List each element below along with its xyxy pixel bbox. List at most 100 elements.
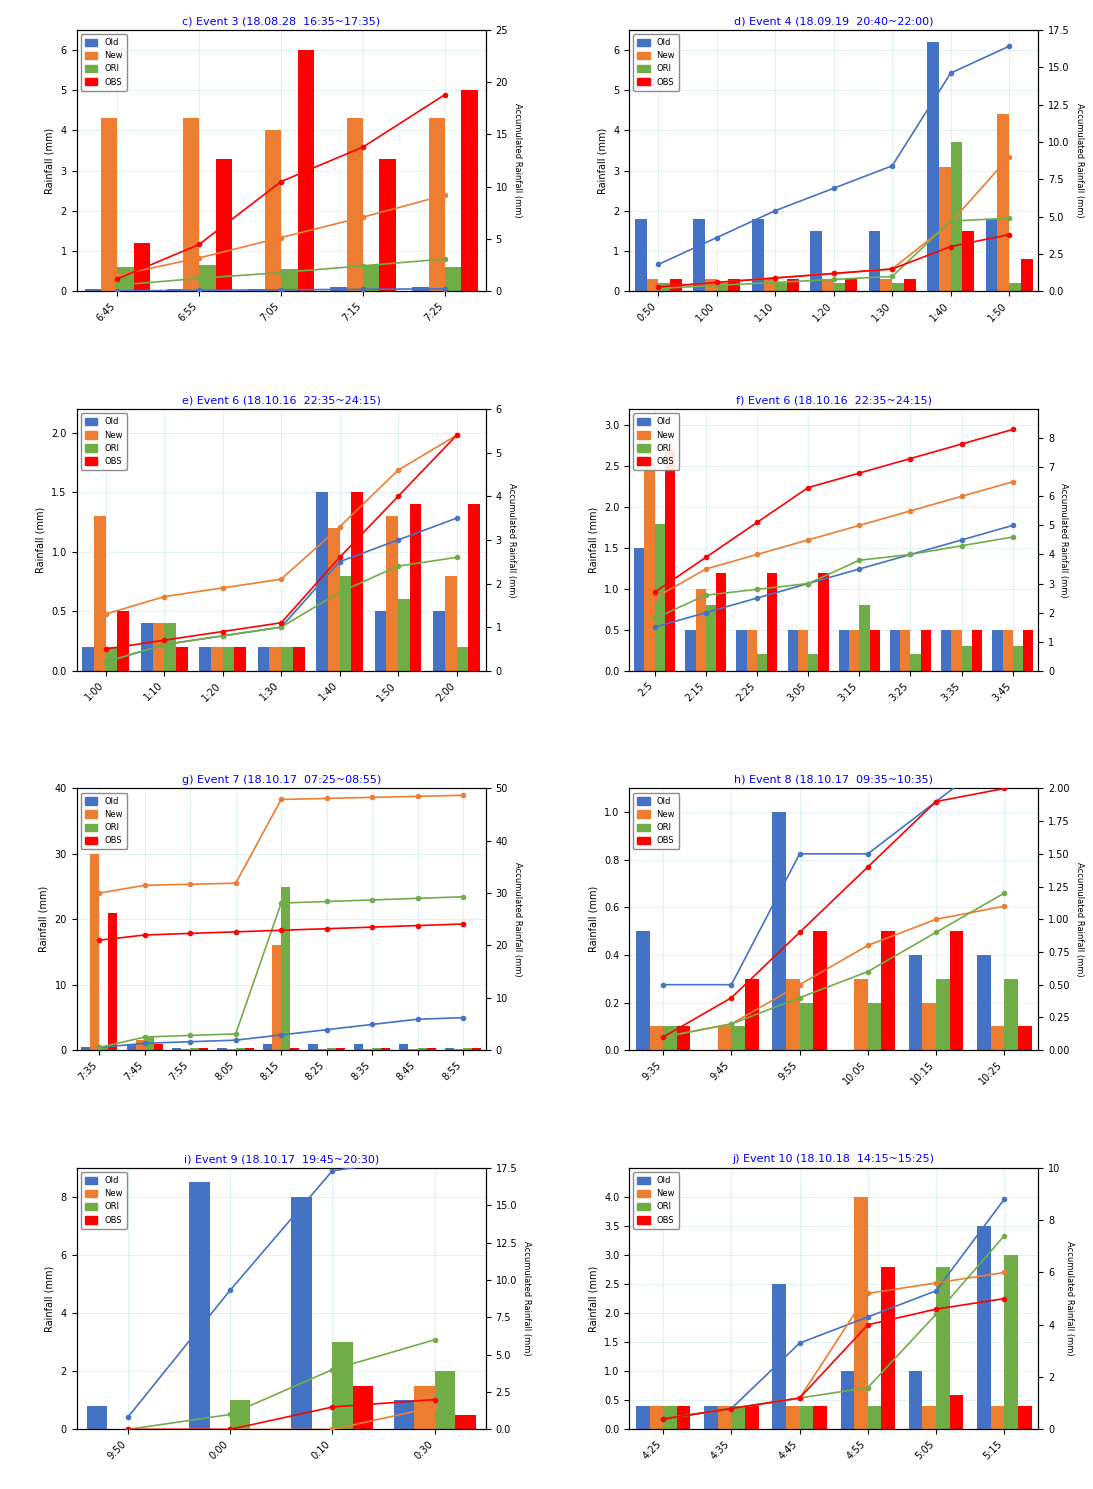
Bar	[951, 630, 962, 670]
Bar	[223, 646, 234, 670]
Y-axis label: Rainfall (mm): Rainfall (mm)	[588, 886, 598, 953]
Bar	[1023, 630, 1033, 670]
Y-axis label: Accumulated Rainfall (mm): Accumulated Rainfall (mm)	[507, 482, 516, 597]
Bar	[117, 267, 133, 292]
Bar	[363, 265, 379, 292]
Title: d) Event 4 (18.09.19  20:40~22:00): d) Event 4 (18.09.19 20:40~22:00)	[734, 16, 933, 27]
Bar	[731, 1026, 745, 1050]
Legend: Old, New, ORI, OBS: Old, New, ORI, OBS	[81, 792, 127, 849]
Y-axis label: Accumulated Rainfall (mm): Accumulated Rainfall (mm)	[513, 103, 522, 217]
Legend: Old, New, ORI, OBS: Old, New, ORI, OBS	[81, 414, 127, 471]
Bar	[841, 1371, 854, 1429]
Bar	[936, 1267, 950, 1429]
Bar	[892, 283, 904, 292]
Bar	[950, 931, 963, 1050]
Bar	[706, 606, 716, 670]
Title: e) Event 6 (18.10.16  22:35~24:15): e) Event 6 (18.10.16 22:35~24:15)	[181, 396, 380, 405]
Bar	[693, 219, 705, 292]
Bar	[153, 624, 164, 670]
Bar	[764, 280, 775, 292]
Bar	[463, 1048, 472, 1050]
Bar	[767, 573, 777, 670]
Bar	[281, 886, 291, 1050]
Bar	[117, 612, 129, 670]
Bar	[927, 42, 939, 292]
Bar	[737, 630, 747, 670]
Bar	[215, 158, 232, 292]
Bar	[94, 517, 106, 670]
Bar	[788, 630, 798, 670]
Bar	[1004, 1255, 1018, 1429]
Bar	[176, 646, 188, 670]
Bar	[704, 1406, 718, 1429]
Bar	[936, 978, 950, 1050]
Bar	[1018, 1026, 1032, 1050]
Bar	[86, 1406, 107, 1429]
Y-axis label: Rainfall (mm): Rainfall (mm)	[588, 1266, 598, 1331]
Y-axis label: Rainfall (mm): Rainfall (mm)	[598, 128, 608, 194]
Title: i) Event 9 (18.10.17  19:45~20:30): i) Event 9 (18.10.17 19:45~20:30)	[184, 1154, 379, 1164]
Bar	[775, 283, 787, 292]
Bar	[1004, 978, 1018, 1050]
Bar	[998, 115, 1009, 292]
Bar	[263, 1044, 272, 1050]
Bar	[731, 1406, 745, 1429]
Bar	[328, 529, 340, 670]
Bar	[635, 219, 647, 292]
Bar	[457, 646, 468, 670]
Bar	[106, 646, 117, 670]
Bar	[346, 118, 363, 292]
Bar	[800, 1406, 813, 1429]
Bar	[645, 466, 655, 670]
Bar	[327, 1048, 336, 1050]
Y-axis label: Rainfall (mm): Rainfall (mm)	[39, 886, 49, 953]
Bar	[428, 118, 445, 292]
Bar	[716, 573, 726, 670]
Bar	[1018, 1406, 1032, 1429]
Bar	[881, 1267, 895, 1429]
Bar	[1009, 283, 1021, 292]
Bar	[199, 646, 211, 670]
Bar	[1021, 259, 1033, 292]
Bar	[670, 280, 682, 292]
Bar	[939, 167, 951, 292]
Bar	[1002, 630, 1013, 670]
Bar	[372, 1048, 381, 1050]
Bar	[316, 493, 328, 670]
Y-axis label: Rainfall (mm): Rainfall (mm)	[45, 1266, 55, 1331]
Bar	[183, 118, 199, 292]
Bar	[838, 630, 849, 670]
Legend: Old, New, ORI, OBS: Old, New, ORI, OBS	[633, 1172, 679, 1228]
Bar	[340, 576, 351, 670]
Bar	[868, 1406, 881, 1429]
Bar	[84, 289, 101, 292]
Bar	[798, 630, 808, 670]
Bar	[859, 606, 870, 670]
Bar	[426, 1048, 436, 1050]
Bar	[972, 630, 983, 670]
Bar	[745, 978, 759, 1050]
Y-axis label: Accumulated Rainfall (mm): Accumulated Rainfall (mm)	[522, 1242, 531, 1356]
Bar	[332, 1342, 353, 1429]
Bar	[845, 280, 857, 292]
Bar	[189, 1182, 210, 1429]
Bar	[881, 931, 895, 1050]
Bar	[922, 1002, 936, 1050]
Bar	[813, 1406, 827, 1429]
Bar	[962, 231, 974, 292]
Bar	[90, 853, 99, 1050]
Bar	[819, 573, 828, 670]
Bar	[636, 1406, 649, 1429]
Bar	[381, 1048, 390, 1050]
Bar	[813, 931, 827, 1050]
Bar	[849, 630, 859, 670]
Bar	[977, 954, 990, 1050]
Bar	[230, 1400, 250, 1429]
Bar	[992, 630, 1002, 670]
Bar	[141, 624, 153, 670]
Bar	[718, 1026, 731, 1050]
Bar	[166, 289, 183, 292]
Bar	[685, 630, 695, 670]
Bar	[445, 576, 457, 670]
Y-axis label: Accumulated Rainfall (mm): Accumulated Rainfall (mm)	[1074, 103, 1083, 217]
